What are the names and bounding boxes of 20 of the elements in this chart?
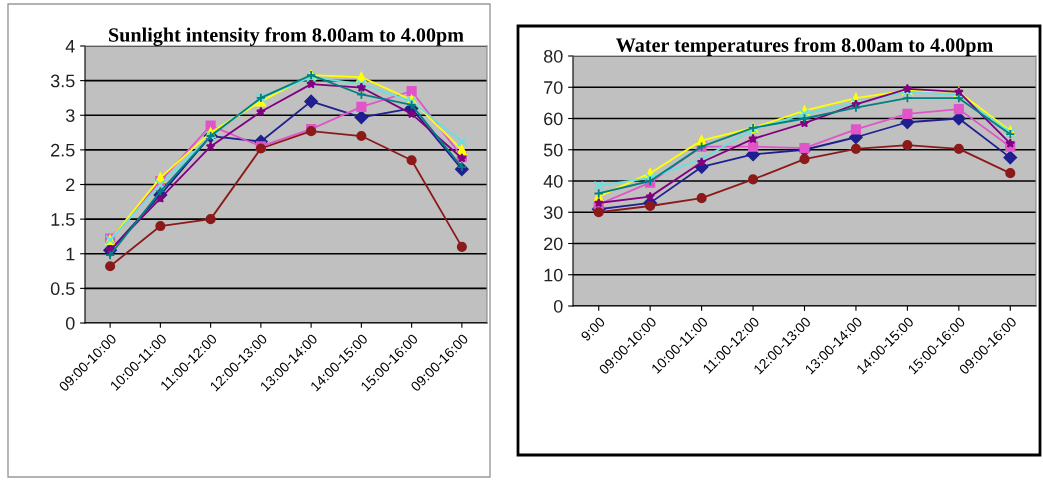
y-tick-label: 50 xyxy=(543,143,563,157)
y-tick-label: 2 xyxy=(66,178,75,192)
y-tick-label: 0 xyxy=(553,299,563,313)
y-tick-label: 0.5 xyxy=(50,282,75,296)
y-tick-label: 60 xyxy=(544,112,563,126)
y-tick-label: 3 xyxy=(65,109,75,122)
chart-title: Water temperatures from 8.00am to 4.00pm xyxy=(616,37,993,56)
y-tick-label: 80 xyxy=(543,49,563,63)
y-tick-label: 20 xyxy=(544,237,563,251)
y-tick-label: 4 xyxy=(65,40,75,53)
y-tick-label: 40 xyxy=(543,174,563,188)
y-tick-label: 10 xyxy=(544,268,563,282)
y-tick-label: 3.5 xyxy=(50,74,75,88)
y-tick-label: 70 xyxy=(544,81,563,94)
y-tick-label: 0 xyxy=(65,316,75,330)
y-tick-label: 2.5 xyxy=(51,143,75,157)
y-tick-label: 1 xyxy=(66,247,75,261)
y-tick-label: 30 xyxy=(543,206,563,219)
chart-title: Sunlight intensity from 8.00am to 4.00pm xyxy=(109,27,464,46)
y-tick-label: 1.5 xyxy=(51,213,75,226)
